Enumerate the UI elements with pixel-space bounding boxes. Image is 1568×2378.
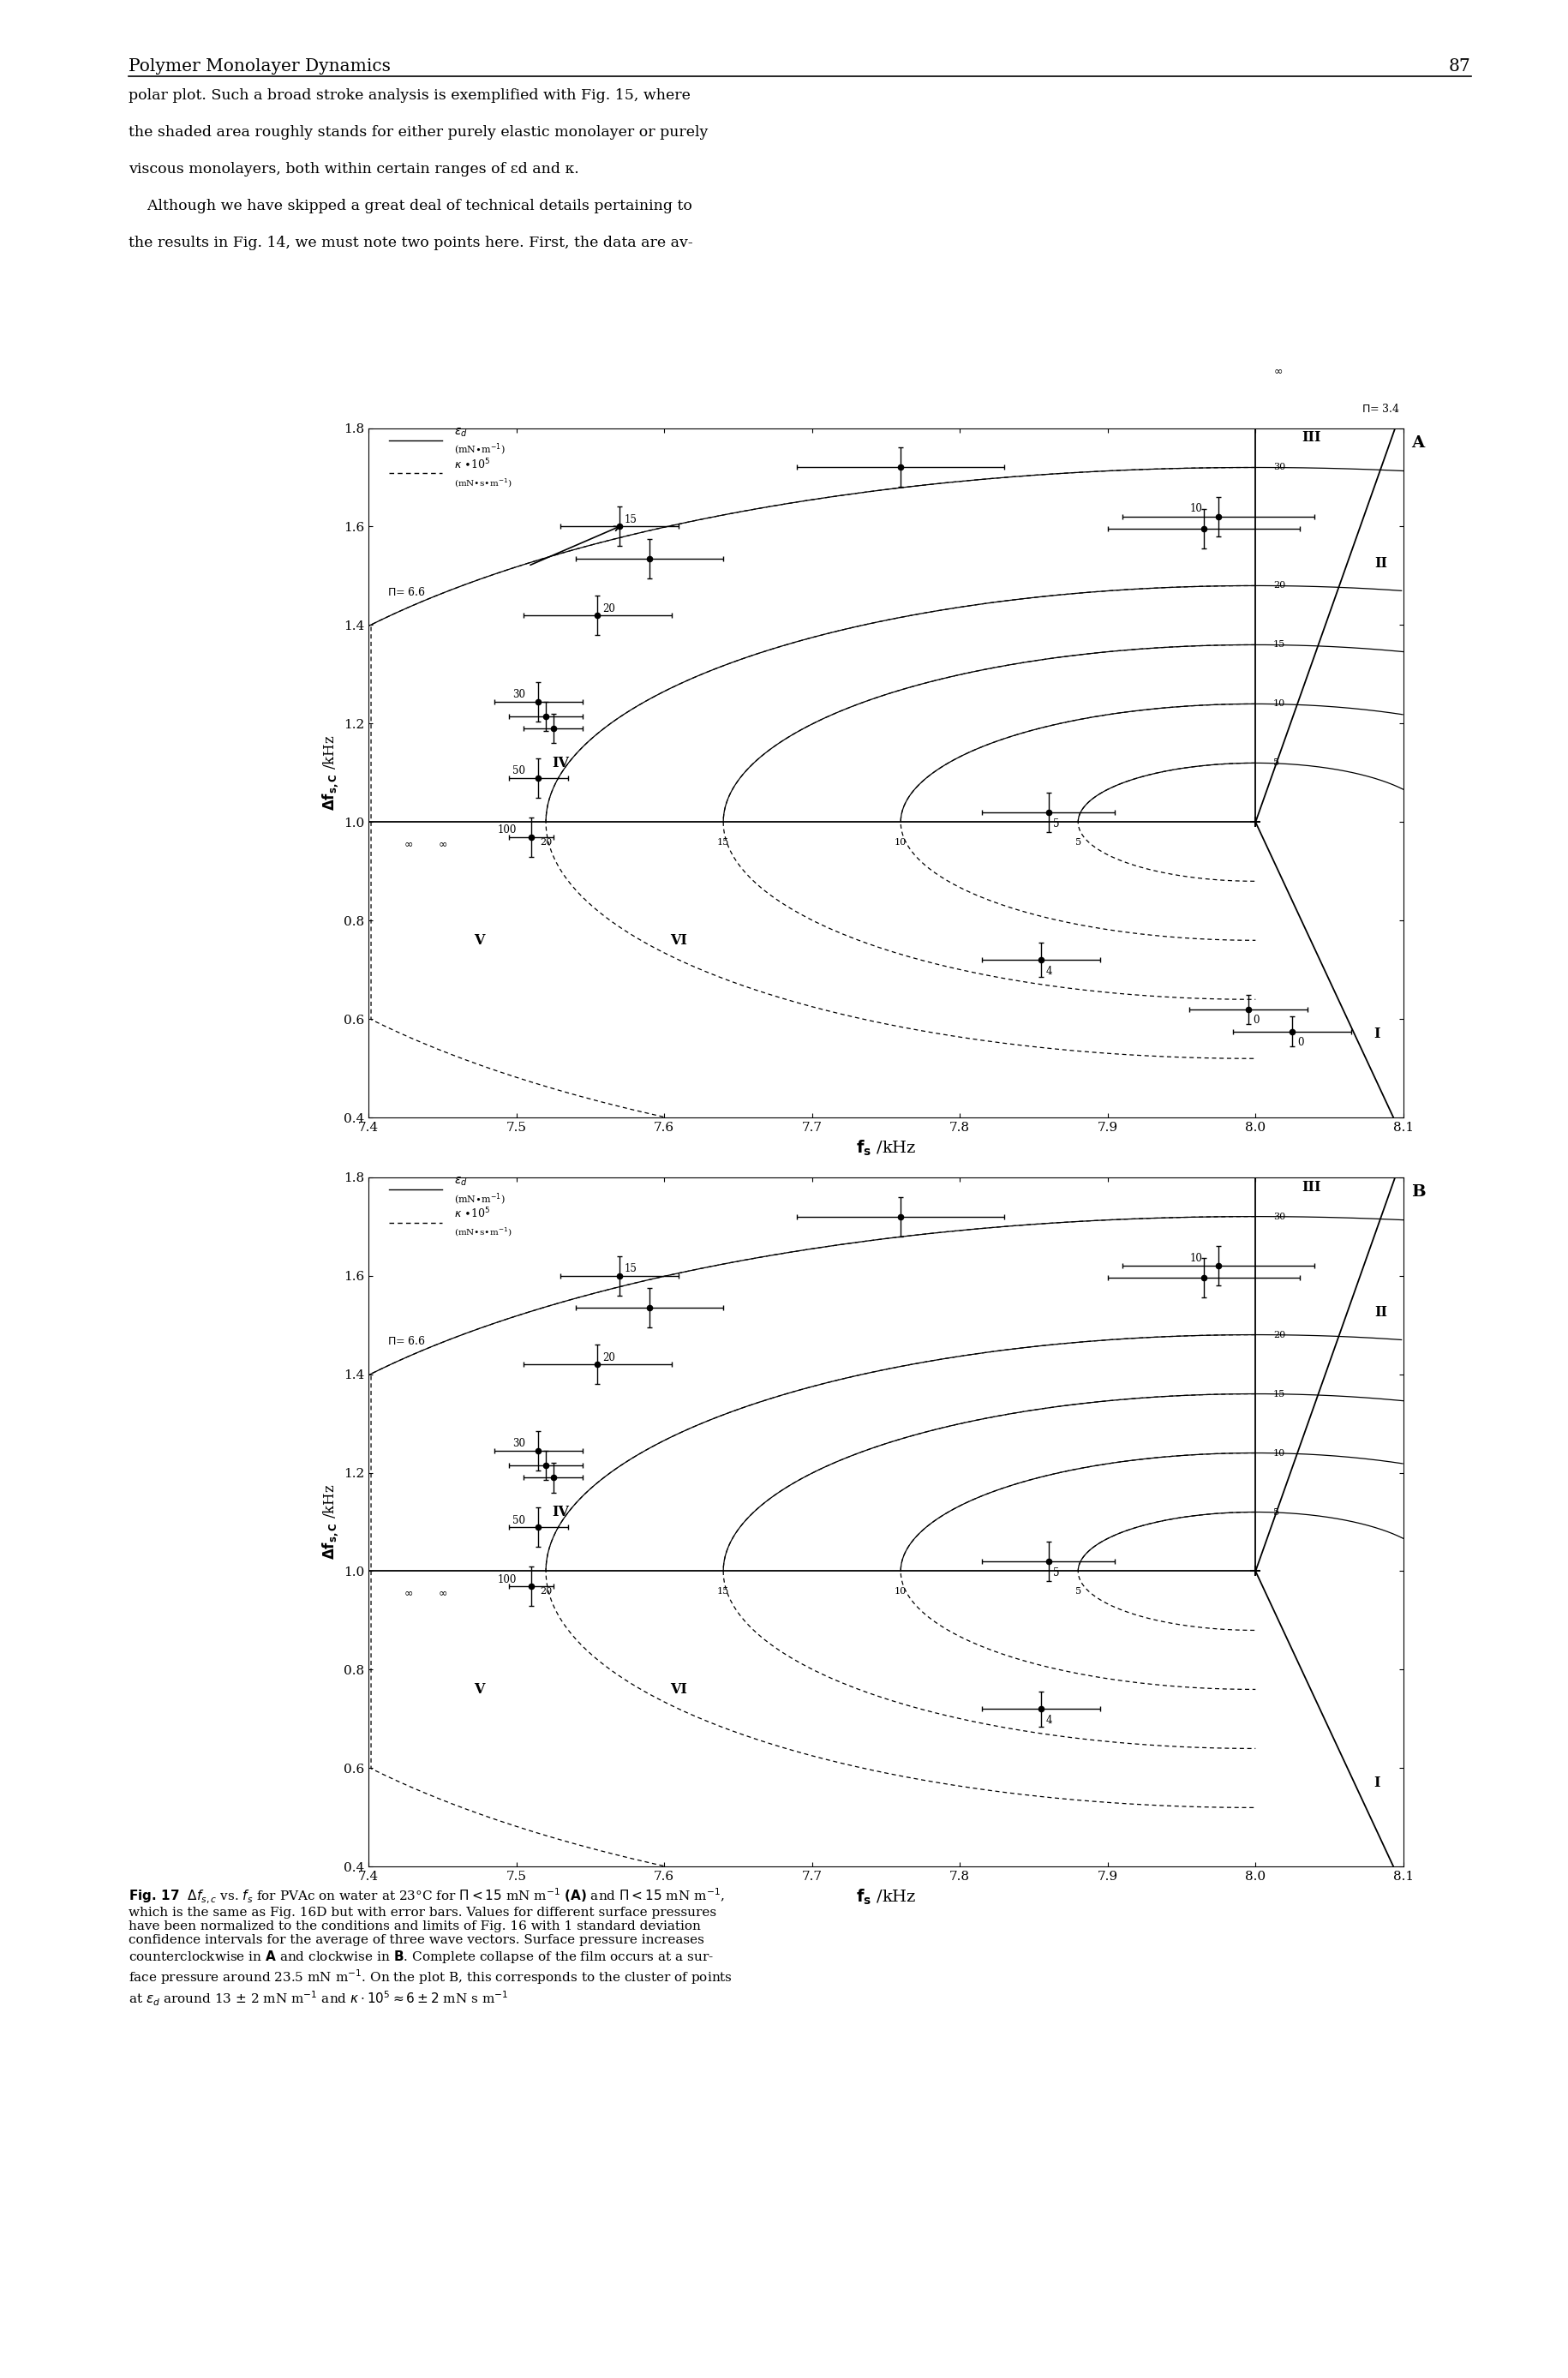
Text: $\infty$: $\infty$	[403, 839, 412, 849]
Text: 15: 15	[624, 514, 637, 526]
Text: viscous monolayers, both within certain ranges of εd and κ.: viscous monolayers, both within certain …	[129, 162, 579, 176]
Text: 10: 10	[1273, 1448, 1286, 1458]
Text: III: III	[1301, 1179, 1322, 1194]
Text: 15: 15	[717, 839, 729, 847]
Text: 15: 15	[717, 1589, 729, 1596]
Text: 15: 15	[1273, 640, 1286, 649]
X-axis label: $\mathbf{f_s}$ /kHz: $\mathbf{f_s}$ /kHz	[856, 1888, 916, 1907]
Text: 5: 5	[1273, 759, 1279, 768]
Text: $\Pi$= 3.4: $\Pi$= 3.4	[1361, 402, 1400, 414]
Text: $\infty$: $\infty$	[437, 839, 447, 849]
Text: 100: 100	[497, 1574, 517, 1586]
Text: 15: 15	[624, 1263, 637, 1275]
Text: (mN$\bullet$m$^{-1}$): (mN$\bullet$m$^{-1}$)	[455, 442, 505, 459]
Y-axis label: $\mathbf{\Delta f_{s,C}}$ /kHz: $\mathbf{\Delta f_{s,C}}$ /kHz	[320, 1484, 340, 1560]
Text: 10: 10	[895, 1589, 906, 1596]
Text: VI: VI	[671, 932, 687, 946]
Text: Although we have skipped a great deal of technical details pertaining to: Although we have skipped a great deal of…	[129, 200, 691, 214]
Text: the shaded area roughly stands for either purely elastic monolayer or purely: the shaded area roughly stands for eithe…	[129, 124, 709, 140]
Text: the results in Fig. 14, we must note two points here. First, the data are av-: the results in Fig. 14, we must note two…	[129, 235, 693, 250]
Text: $\Pi$= 6.6: $\Pi$= 6.6	[387, 1334, 426, 1348]
Text: 20: 20	[539, 839, 552, 847]
Text: IV: IV	[552, 756, 569, 770]
Text: 4: 4	[1046, 965, 1052, 977]
X-axis label: $\mathbf{f_s}$ /kHz: $\mathbf{f_s}$ /kHz	[856, 1139, 916, 1158]
Text: polar plot. Such a broad stroke analysis is exemplified with Fig. 15, where: polar plot. Such a broad stroke analysis…	[129, 88, 690, 102]
Text: 10: 10	[1190, 1253, 1203, 1263]
Text: V: V	[474, 1681, 485, 1696]
Text: 87: 87	[1449, 57, 1471, 74]
Text: $\varepsilon_d$: $\varepsilon_d$	[455, 426, 467, 440]
Text: II: II	[1375, 556, 1388, 571]
Text: 10: 10	[1190, 504, 1203, 514]
Text: 30: 30	[513, 690, 525, 702]
Text: IV: IV	[552, 1505, 569, 1520]
Text: Polymer Monolayer Dynamics: Polymer Monolayer Dynamics	[129, 57, 390, 74]
Text: 50: 50	[513, 1515, 525, 1527]
Text: 15: 15	[1273, 1389, 1286, 1398]
Text: 20: 20	[1273, 580, 1286, 590]
Text: 20: 20	[602, 1353, 615, 1363]
Text: 4: 4	[1046, 1715, 1052, 1726]
Text: B: B	[1411, 1184, 1425, 1199]
Text: 5: 5	[1076, 1589, 1082, 1596]
Text: $\mathbf{Fig.\,17}$  $\Delta f_{s,c}$ vs. $f_s$ for PVAc on water at 23°C for $\: $\mathbf{Fig.\,17}$ $\Delta f_{s,c}$ vs.…	[129, 1886, 732, 2007]
Text: 20: 20	[602, 604, 615, 614]
Text: III: III	[1301, 430, 1322, 445]
Text: 5: 5	[1054, 818, 1060, 830]
Text: 30: 30	[1273, 464, 1286, 471]
Text: I: I	[1374, 1776, 1380, 1791]
Text: $\varepsilon_d$: $\varepsilon_d$	[455, 1175, 467, 1189]
Text: A: A	[1411, 435, 1425, 449]
Text: 100: 100	[497, 825, 517, 837]
Text: $\infty$: $\infty$	[437, 1589, 447, 1598]
Text: V: V	[474, 932, 485, 946]
Text: 5: 5	[1054, 1567, 1060, 1579]
Y-axis label: $\mathbf{\Delta f_{s,C}}$ /kHz: $\mathbf{\Delta f_{s,C}}$ /kHz	[320, 735, 340, 811]
Text: 30: 30	[1273, 1213, 1286, 1220]
Text: 0: 0	[1253, 1015, 1259, 1027]
Text: (mN$\bullet$m$^{-1}$): (mN$\bullet$m$^{-1}$)	[455, 1191, 505, 1208]
Text: (mN$\bullet$s$\bullet$m$^{-1}$): (mN$\bullet$s$\bullet$m$^{-1}$)	[455, 1227, 513, 1239]
Text: $\infty$: $\infty$	[1273, 366, 1283, 376]
Text: $\kappa$ $\bullet$10$^5$: $\kappa$ $\bullet$10$^5$	[455, 457, 491, 471]
Text: 50: 50	[513, 766, 525, 778]
Text: 5: 5	[1273, 1508, 1279, 1517]
Text: $\infty$: $\infty$	[403, 1589, 412, 1598]
Text: VI: VI	[671, 1681, 687, 1696]
Text: (mN$\bullet$s$\bullet$m$^{-1}$): (mN$\bullet$s$\bullet$m$^{-1}$)	[455, 478, 513, 490]
Text: 20: 20	[1273, 1329, 1286, 1339]
Text: I: I	[1374, 1027, 1380, 1042]
Text: 10: 10	[1273, 699, 1286, 709]
Text: 10: 10	[895, 839, 906, 847]
Text: 20: 20	[539, 1589, 552, 1596]
Text: $\kappa$ $\bullet$10$^5$: $\kappa$ $\bullet$10$^5$	[455, 1206, 491, 1220]
Text: $\Pi$= 6.6: $\Pi$= 6.6	[387, 585, 426, 599]
Text: 5: 5	[1076, 839, 1082, 847]
Text: 0: 0	[1297, 1037, 1303, 1049]
Text: 30: 30	[513, 1439, 525, 1451]
Text: II: II	[1375, 1306, 1388, 1320]
